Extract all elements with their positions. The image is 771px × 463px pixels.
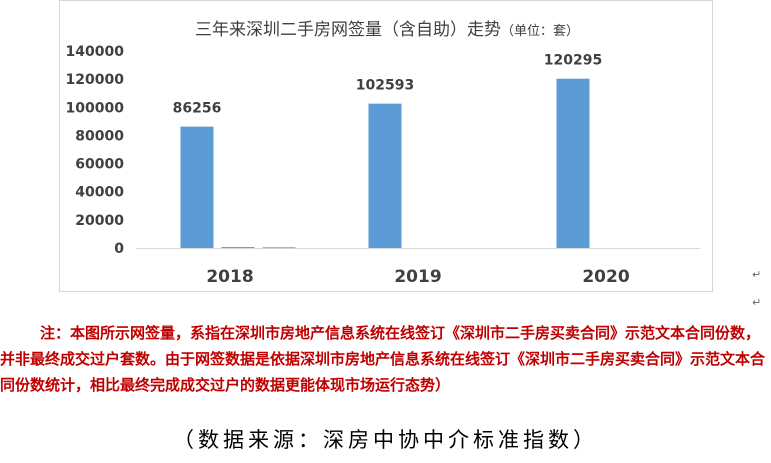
chart-frame: 三年来深圳二手房网签量（含自助）走势（单位：套） 0 20000 40000 6000… bbox=[59, 0, 713, 292]
bar bbox=[180, 126, 214, 248]
bar bbox=[368, 103, 402, 248]
data-label: 102593 bbox=[356, 78, 414, 94]
y-tick-label: 40000 bbox=[75, 185, 124, 201]
bar-chart: 0 20000 40000 60000 80000 100000 120000 140000 8… bbox=[66, 44, 700, 287]
note-text: 注：本图所示网签量，系指在深圳市房地产信息系统在线签订《深圳市二手房买卖合同》示… bbox=[0, 324, 766, 394]
bar bbox=[556, 78, 590, 248]
x-category-label: 2020 bbox=[582, 267, 629, 287]
y-tick-label: 80000 bbox=[75, 128, 124, 144]
chart-title: 三年来深圳二手房网签量（含自助）走势（单位：套） bbox=[60, 15, 714, 40]
y-tick-label: 60000 bbox=[75, 157, 124, 173]
bar bbox=[262, 247, 296, 249]
paragraph-mark: ↵ bbox=[752, 268, 762, 281]
paragraph-mark: ↵ bbox=[752, 296, 762, 309]
x-category-label: 2019 bbox=[394, 267, 441, 287]
bar bbox=[221, 247, 255, 249]
y-tick-label: 100000 bbox=[66, 100, 125, 116]
chart-title-unit: （单位：套） bbox=[500, 24, 579, 39]
data-source: （数据来源：深房中协中介标准指数） bbox=[173, 428, 598, 452]
chart-note: 注：本图所示网签量，系指在深圳市房地产信息系统在线签订《深圳市二手房买卖合同》示… bbox=[0, 320, 771, 398]
y-tick-label: 0 bbox=[114, 241, 124, 257]
chart-title-text: 三年来深圳二手房网签量（含自助）走势 bbox=[194, 20, 501, 40]
y-tick-label: 120000 bbox=[66, 72, 125, 88]
x-category-label: 2018 bbox=[206, 267, 253, 287]
data-label: 86256 bbox=[173, 101, 222, 117]
data-label: 120295 bbox=[544, 53, 602, 69]
y-tick-label: 20000 bbox=[75, 213, 124, 229]
y-tick-label: 140000 bbox=[66, 44, 125, 60]
